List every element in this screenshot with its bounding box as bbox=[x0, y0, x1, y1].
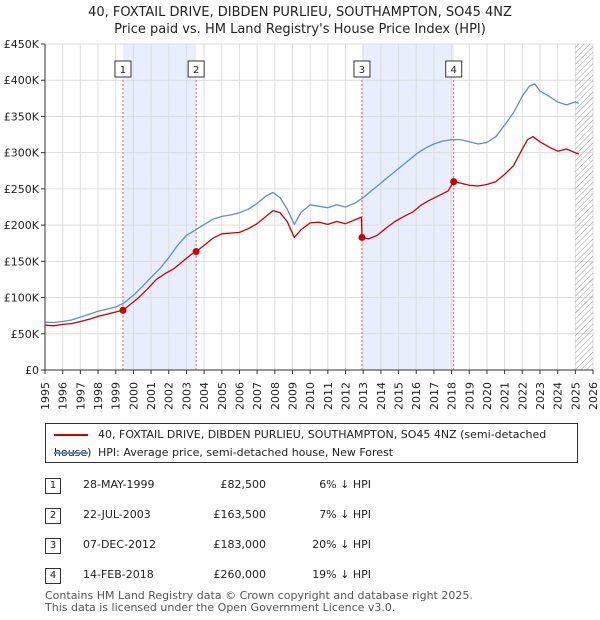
sale-hpi-diff: 20% ↓ HPI bbox=[312, 538, 371, 551]
y-tick-label: £400K bbox=[4, 74, 40, 87]
hatched-region bbox=[575, 44, 593, 370]
footer-line-1: Contains HM Land Registry data © Crown c… bbox=[45, 589, 473, 602]
x-tick-label: 1999 bbox=[110, 382, 123, 410]
legend-swatch-property bbox=[54, 434, 88, 436]
series-line-hpi bbox=[44, 83, 580, 324]
x-tick-label: 2011 bbox=[322, 382, 335, 410]
chart-title-line2: Price paid vs. HM Land Registry's House … bbox=[114, 22, 486, 37]
sale-marker-label: 4 bbox=[451, 65, 457, 76]
x-tick-label: 2023 bbox=[534, 382, 547, 410]
footer-attribution: Contains HM Land Registry data © Crown c… bbox=[45, 590, 473, 614]
x-tick-label: 2013 bbox=[357, 382, 370, 410]
x-tick-label: 1998 bbox=[92, 382, 105, 410]
x-tick-label: 2019 bbox=[463, 382, 476, 410]
x-tick-label: 2005 bbox=[216, 382, 229, 410]
y-tick-label: £250K bbox=[4, 183, 40, 196]
sale-hpi-diff: 19% ↓ HPI bbox=[312, 568, 371, 581]
sale-marker-label: 3 bbox=[359, 65, 365, 76]
y-tick-label: £450K bbox=[4, 38, 40, 51]
x-tick-label: 2026 bbox=[587, 382, 600, 410]
sale-price: £260,000 bbox=[213, 568, 267, 581]
x-tick-label: 2004 bbox=[198, 382, 211, 410]
x-tick-label: 2025 bbox=[569, 382, 582, 410]
x-tick-label: 2021 bbox=[499, 382, 512, 410]
x-tick-label: 2012 bbox=[340, 382, 353, 410]
sale-price: £82,500 bbox=[220, 478, 267, 491]
x-tick-label: 2024 bbox=[552, 382, 565, 410]
sale-marker-box bbox=[114, 60, 132, 78]
x-tick-label: 2014 bbox=[375, 382, 388, 410]
shaded-period bbox=[361, 44, 454, 370]
sales-table: 1 28-MAY-1999 £82,500 6% ↓ HPI 2 22-JUL-… bbox=[45, 470, 585, 590]
sale-price: £163,500 bbox=[213, 508, 267, 521]
sale-marker-box bbox=[187, 60, 205, 78]
y-tick-label: £200K bbox=[4, 219, 40, 232]
y-tick-label: £100K bbox=[4, 292, 40, 305]
legend: 40, FOXTAIL DRIVE, DIBDEN PURLIEU, SOUTH… bbox=[45, 423, 578, 463]
sale-point bbox=[192, 248, 200, 256]
sale-date: 22-JUL-2003 bbox=[83, 508, 151, 521]
x-tick-label: 2010 bbox=[304, 382, 317, 410]
y-tick-label: £0 bbox=[25, 364, 39, 377]
legend-swatch-hpi bbox=[54, 452, 88, 454]
series-line-property bbox=[44, 136, 580, 327]
sale-marker-box bbox=[445, 60, 463, 78]
sale-hpi-diff: 7% ↓ HPI bbox=[319, 508, 371, 521]
x-tick-label: 2002 bbox=[163, 382, 176, 410]
sale-point bbox=[119, 306, 127, 314]
sale-number-badge: 4 bbox=[45, 568, 61, 584]
chart-title-line1: 40, FOXTAIL DRIVE, DIBDEN PURLIEU, SOUTH… bbox=[88, 5, 512, 20]
sale-point bbox=[358, 233, 366, 241]
y-tick-label: £150K bbox=[4, 255, 40, 268]
sale-row: 1 28-MAY-1999 £82,500 6% ↓ HPI bbox=[45, 470, 585, 500]
legend-label-hpi: HPI: Average price, semi-detached house,… bbox=[98, 446, 394, 459]
legend-item-hpi: HPI: Average price, semi-detached house,… bbox=[54, 444, 393, 462]
x-tick-label: 2009 bbox=[286, 382, 299, 410]
shaded-period bbox=[122, 44, 197, 370]
sale-row: 3 07-DEC-2012 £183,000 20% ↓ HPI bbox=[45, 530, 585, 560]
x-tick-label: 2007 bbox=[251, 382, 264, 410]
footer-line-2: This data is licensed under the Open Gov… bbox=[45, 601, 396, 614]
sale-number-badge: 2 bbox=[45, 508, 61, 524]
x-tick-label: 1997 bbox=[74, 382, 87, 410]
sale-number-badge: 3 bbox=[45, 538, 61, 554]
y-tick-label: £300K bbox=[4, 147, 40, 160]
price-chart: 1 2 3 4 £0 £50K £100K £150K £200K £250K £300K £350… bbox=[4, 38, 600, 410]
sale-row: 2 22-JUL-2003 £163,500 7% ↓ HPI bbox=[45, 500, 585, 530]
sale-number-badge: 1 bbox=[45, 478, 61, 494]
sale-point bbox=[450, 178, 458, 186]
sale-date: 14-FEB-2018 bbox=[83, 568, 154, 581]
sale-price: £183,000 bbox=[213, 538, 267, 551]
y-tick-label: £50K bbox=[11, 328, 40, 341]
x-tick-label: 2003 bbox=[180, 382, 193, 410]
x-tick-label: 2001 bbox=[145, 382, 158, 410]
x-tick-label: 1996 bbox=[57, 382, 70, 410]
sale-marker-box bbox=[353, 60, 371, 78]
sale-hpi-diff: 6% ↓ HPI bbox=[319, 478, 371, 491]
legend-item-property: 40, FOXTAIL DRIVE, DIBDEN PURLIEU, SOUTH… bbox=[54, 426, 577, 459]
x-tick-label: 2018 bbox=[446, 382, 459, 410]
x-tick-label: 2022 bbox=[516, 382, 529, 410]
sale-marker-label: 2 bbox=[193, 65, 199, 76]
x-tick-label: 1995 bbox=[39, 382, 52, 410]
x-tick-label: 2016 bbox=[410, 382, 423, 410]
sale-row: 4 14-FEB-2018 £260,000 19% ↓ HPI bbox=[45, 560, 585, 590]
x-tick-label: 2017 bbox=[428, 382, 441, 410]
sale-marker-label: 1 bbox=[120, 65, 126, 76]
x-tick-label: 2015 bbox=[393, 382, 406, 410]
x-tick-label: 2000 bbox=[127, 382, 140, 410]
x-tick-label: 2020 bbox=[481, 382, 494, 410]
x-tick-label: 2008 bbox=[269, 382, 282, 410]
sale-date: 28-MAY-1999 bbox=[83, 478, 155, 491]
y-tick-label: £350K bbox=[4, 110, 40, 123]
sale-date: 07-DEC-2012 bbox=[83, 538, 157, 551]
x-tick-label: 2006 bbox=[233, 382, 246, 410]
